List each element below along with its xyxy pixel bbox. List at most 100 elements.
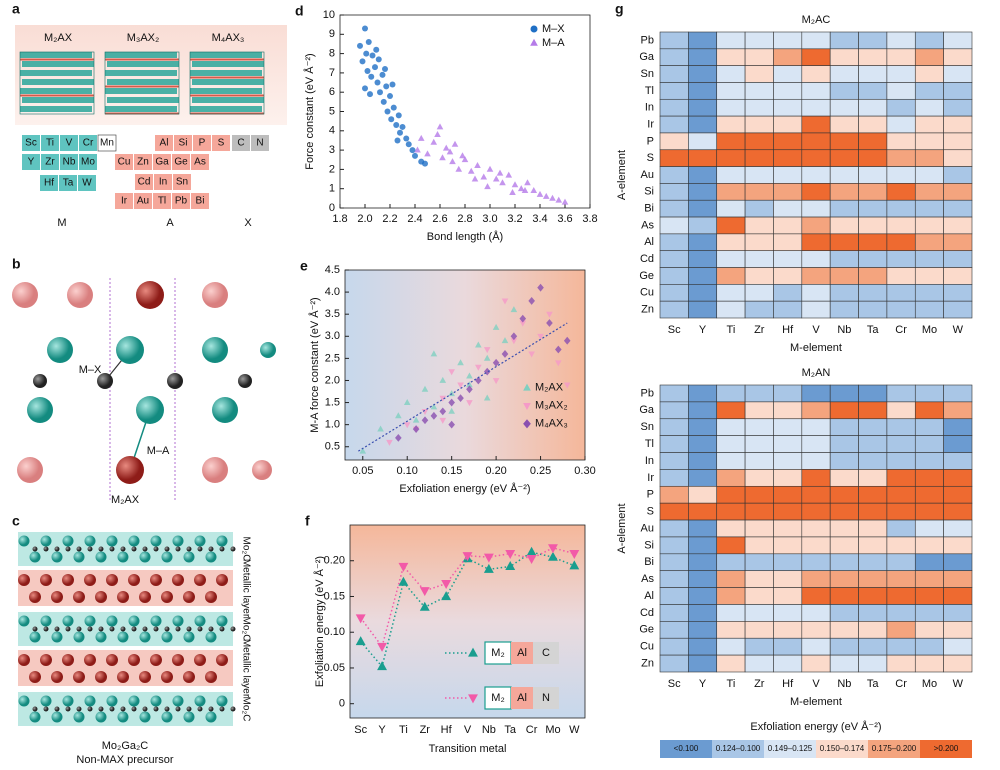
point (548, 544, 558, 554)
heatmap-cell (914, 401, 944, 420)
y-tick-label: 0.5 (325, 441, 340, 453)
heatmap-cell (659, 31, 689, 50)
atom (183, 631, 195, 643)
atom (131, 706, 137, 712)
point (483, 394, 491, 401)
point (377, 89, 383, 96)
x-tick-label: Hf (441, 724, 453, 736)
atom (95, 711, 107, 723)
point (377, 642, 387, 652)
atom (175, 546, 181, 552)
heatmap-cell (716, 469, 746, 487)
element-symbol: As (194, 157, 206, 168)
atom (109, 706, 115, 712)
atom (76, 626, 82, 632)
point (389, 81, 396, 88)
heatmap-cell (943, 31, 973, 50)
point (430, 411, 438, 420)
heatmap-cell (829, 284, 859, 302)
colorbar-label: 0.124–0.100 (716, 744, 761, 753)
y-tick-label: 1 (329, 183, 335, 195)
atom (18, 695, 30, 707)
heatmap-cell (659, 233, 689, 252)
heatmap-cell (914, 502, 944, 521)
point (422, 160, 428, 167)
point (398, 576, 409, 586)
point (434, 131, 441, 138)
point (466, 381, 473, 388)
heatmap-cell (773, 401, 803, 420)
atom (194, 654, 206, 666)
heatmap-cell (943, 604, 973, 622)
heatmap-cell (914, 300, 944, 319)
heatmap-cell (858, 300, 888, 319)
heatmap-cell (886, 435, 916, 453)
heatmap-cell (829, 502, 859, 521)
point (561, 198, 569, 205)
slab (192, 97, 264, 103)
heatmap-cell (829, 199, 859, 218)
heatmap-cell (829, 384, 859, 403)
point (375, 56, 382, 63)
heatmap-cell (659, 115, 689, 134)
heatmap-cell (659, 149, 689, 167)
y-tick-label: 7 (329, 67, 335, 79)
legend-label: M–A (542, 37, 565, 49)
heatmap-cell (773, 604, 803, 622)
heatmap-cell (886, 469, 916, 487)
heatmap-cell (858, 82, 888, 100)
atom (216, 574, 228, 586)
heatmap-cell (688, 570, 718, 588)
heatmap-cell (688, 31, 718, 50)
atom (51, 591, 63, 603)
element-cell (115, 154, 133, 170)
heatmap-cell (886, 149, 916, 167)
x-axis-label: M-element (790, 696, 842, 708)
plot-frame (344, 269, 586, 461)
legend-marker (523, 419, 531, 429)
heatmap-cell (943, 98, 973, 117)
heatmap-cell (801, 82, 831, 100)
legend-label: M₃AX₂ (535, 400, 568, 412)
slab (105, 70, 177, 76)
x-tick-label: 3.4 (532, 213, 547, 225)
atom (27, 397, 53, 423)
point (484, 183, 491, 190)
heatmap-cell (943, 553, 973, 572)
heatmap-cell (886, 536, 916, 555)
atom (18, 574, 30, 586)
heatmap-cell (659, 183, 689, 201)
atom (87, 706, 93, 712)
heatmap-cell (858, 233, 888, 252)
atom (205, 631, 217, 643)
colorbar-label: >0.200 (934, 744, 959, 753)
heatmap-cell (943, 536, 973, 555)
heatmap-cell (914, 654, 944, 673)
heatmap-cell (773, 48, 803, 66)
element-cell (173, 174, 191, 190)
heatmap-cell (886, 553, 916, 572)
point (441, 591, 452, 601)
slab (192, 61, 264, 67)
heatmap-cell (829, 216, 859, 235)
heatmap-cell (659, 384, 689, 403)
point (373, 46, 380, 53)
heatmap-cell (829, 553, 859, 572)
heatmap-cell (716, 587, 746, 605)
y-axis-label: A-element (616, 503, 628, 553)
layer-label: Mo₂C (240, 617, 251, 642)
atom (51, 711, 63, 723)
row-label: Cu (640, 641, 654, 653)
point (412, 416, 420, 423)
point (492, 358, 500, 367)
heatmap-cell (829, 183, 859, 201)
point (362, 85, 368, 92)
point (461, 156, 469, 163)
point (442, 144, 450, 151)
element-cell (251, 135, 269, 151)
point (475, 341, 482, 348)
column-label: Mo (922, 324, 937, 336)
atom (95, 591, 107, 603)
heatmap-cell (716, 48, 746, 66)
x-tick-label: Y (378, 724, 386, 736)
